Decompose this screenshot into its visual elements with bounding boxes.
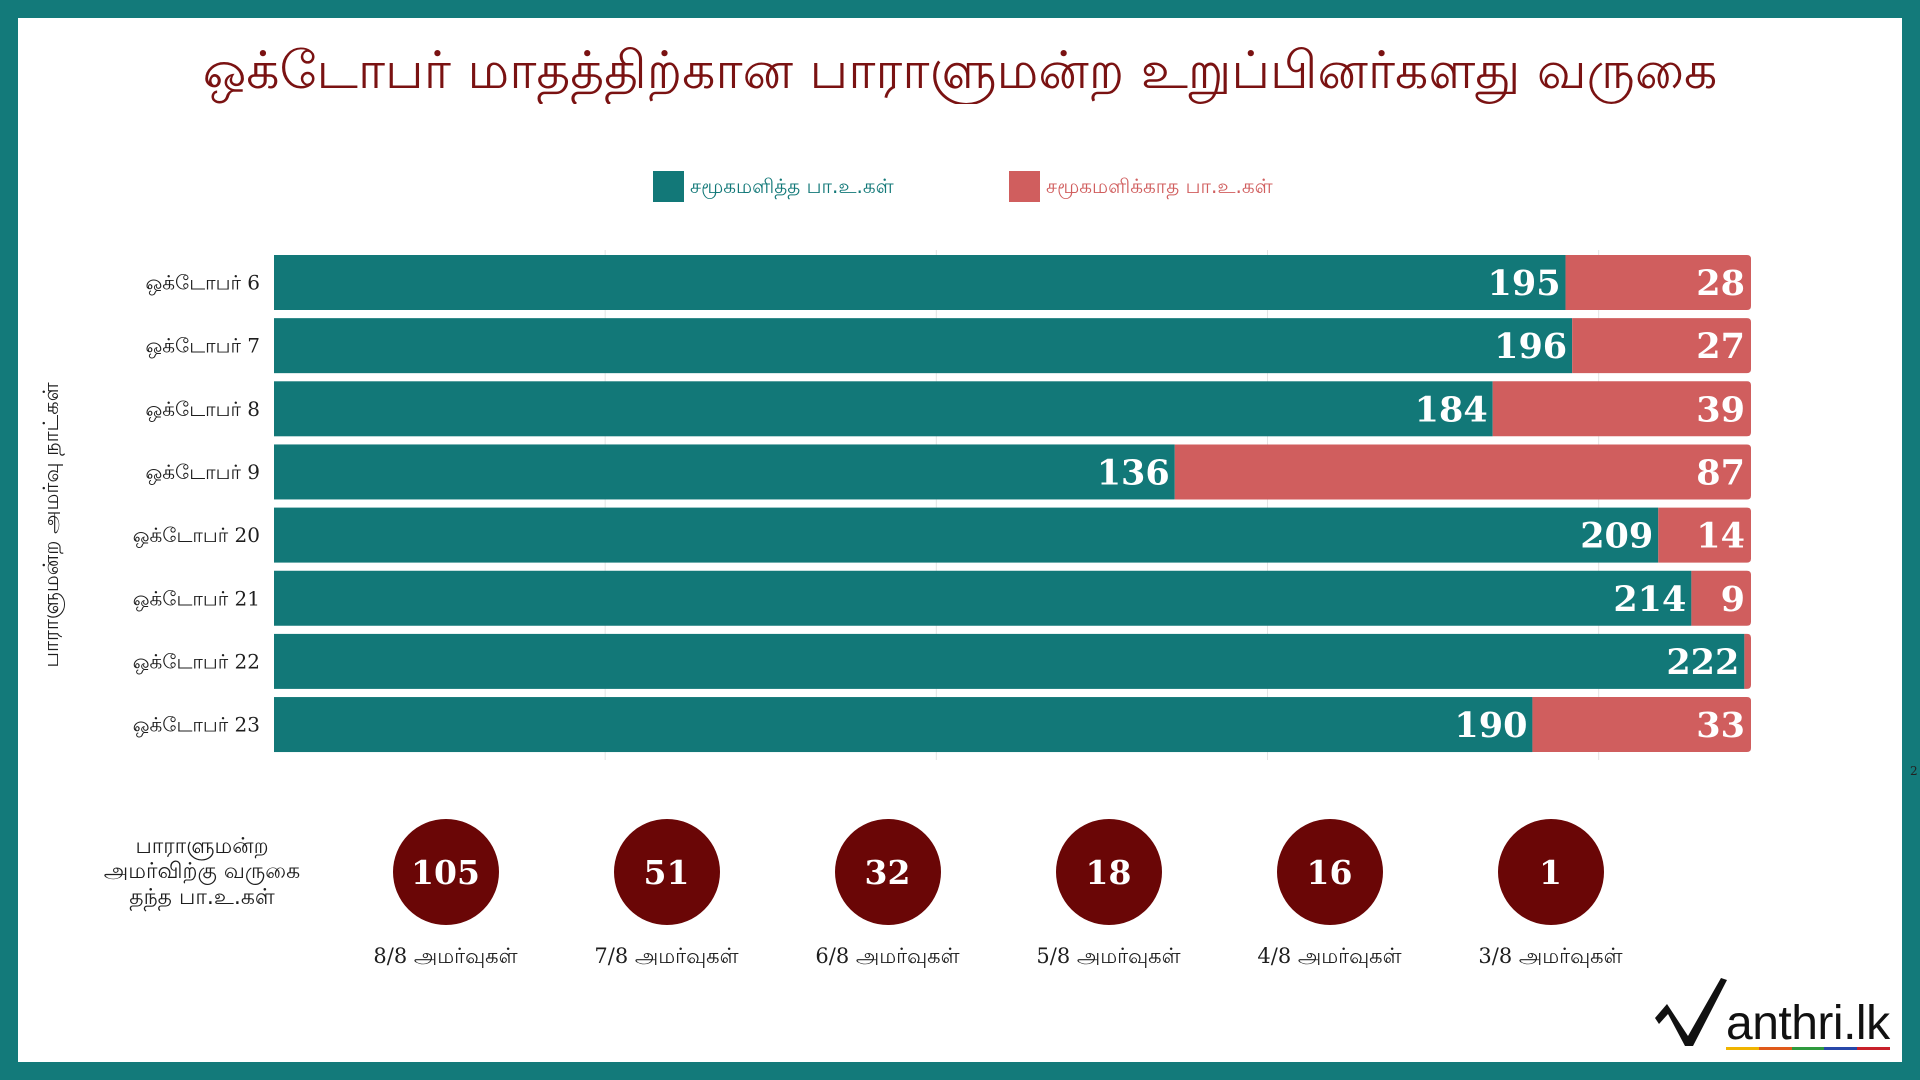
attendance-count: 18	[1085, 852, 1132, 892]
bar-absent	[1532, 697, 1751, 753]
value-label-absent: 14	[1696, 516, 1745, 557]
category-label: ஒக்டோபர் 21	[133, 586, 260, 611]
value-label-absent: 9	[1721, 579, 1745, 620]
bar-attended	[274, 633, 1745, 689]
attendance-count-circle: 18	[1055, 819, 1162, 925]
bar-attended	[274, 255, 1566, 310]
legend-item-attended: சமூகமளித்த பா.உ.கள்	[653, 171, 894, 202]
summary-item: 105 8/8 அமர்வுகள்	[335, 819, 556, 968]
sessions-label: 7/8 அமர்வுகள்	[594, 944, 739, 968]
legend-swatch-attended	[653, 171, 684, 202]
value-label-absent: 87	[1696, 452, 1745, 493]
bar-attended	[274, 570, 1692, 626]
attendance-count: 16	[1306, 852, 1353, 892]
page-title: ஒக்டோபர் மாதத்திற்கான பாராளுமன்ற உறுப்பி…	[202, 41, 1718, 101]
bar-absent	[1174, 444, 1751, 500]
value-label-attended: 136	[1097, 452, 1170, 493]
category-label: ஒக்டோபர் 22	[133, 649, 260, 674]
bar-attended	[274, 381, 1493, 437]
logo-underline	[1726, 1047, 1890, 1050]
summary-item: 32 6/8 அமர்வுகள்	[777, 819, 998, 968]
attendance-count: 1	[1539, 852, 1562, 892]
bar-attended	[274, 318, 1573, 374]
attendance-count-circle: 16	[1276, 819, 1383, 925]
value-label-attended: 196	[1494, 326, 1567, 367]
sessions-label: 3/8 அமர்வுகள்	[1478, 944, 1623, 968]
bar-absent	[1565, 255, 1751, 310]
bar-attended	[274, 507, 1659, 563]
sessions-label: 6/8 அமர்வுகள்	[815, 944, 960, 968]
checkmark-logo-icon	[1655, 978, 1727, 1046]
value-label-attended: 222	[1666, 642, 1739, 683]
value-label-attended: 195	[1487, 263, 1560, 304]
summary-label-line: தந்த பா.உ.கள்	[129, 884, 275, 910]
category-label: ஒக்டோபர் 20	[133, 523, 260, 548]
summary-item: 16 4/8 அமர்வுகள்	[1219, 819, 1440, 968]
value-label-attended: 190	[1454, 705, 1527, 746]
attendance-count: 32	[864, 852, 911, 892]
value-label-absent: 28	[1696, 263, 1745, 304]
summary-label-line: அமர்விற்கு வருகை	[103, 859, 301, 885]
edge-tick-fragment: 2	[1910, 764, 1918, 778]
category-label: ஒக்டோபர் 7	[145, 334, 260, 359]
attendance-count-circle: 32	[834, 819, 941, 925]
sessions-label: 5/8 அமர்வுகள்	[1036, 944, 1181, 968]
category-label: ஒக்டோபர் 6	[145, 271, 260, 296]
legend-label-attended: சமூகமளித்த பா.உ.கள்	[690, 174, 894, 198]
bar-absent	[1572, 318, 1751, 374]
value-label-attended: 184	[1415, 389, 1488, 430]
attendance-summary-row: 105 8/8 அமர்வுகள் 51 7/8 அமர்வுகள் 32 6/…	[335, 819, 1661, 968]
legend-item-absent: சமூகமளிக்காத பா.உ.கள்	[1009, 171, 1273, 202]
category-label: ஒக்டோபர் 23	[133, 713, 260, 738]
logo-text: anthri.lk	[1726, 997, 1890, 1050]
attendance-count-circle: 51	[613, 819, 720, 925]
bar-absent	[1691, 570, 1751, 626]
sessions-label: 4/8 அமர்வுகள்	[1257, 944, 1402, 968]
sessions-label: 8/8 அமர்வுகள்	[373, 944, 518, 968]
attendance-count-circle: 105	[392, 819, 499, 925]
value-label-attended: 214	[1613, 579, 1686, 620]
legend-label-absent: சமூகமளிக்காத பா.உ.கள்	[1046, 174, 1273, 198]
value-label-absent: 33	[1696, 705, 1745, 746]
attendance-summary-label: பாராளுமன்ற அமர்விற்கு வருகை தந்த பா.உ.கள…	[62, 834, 342, 910]
summary-label-line: பாராளுமன்ற	[135, 834, 269, 859]
value-label-absent: 39	[1696, 389, 1745, 430]
y-axis-title: பாராளுமன்ற அமர்வு நாட்கள்	[39, 382, 65, 667]
value-label-attended: 209	[1580, 516, 1653, 557]
legend-swatch-absent	[1009, 171, 1040, 202]
category-label: ஒக்டோபர் 9	[145, 460, 260, 485]
summary-item: 51 7/8 அமர்வுகள்	[556, 819, 777, 968]
bar-absent	[1492, 381, 1751, 437]
bar-attended	[274, 697, 1533, 753]
attendance-count: 51	[643, 852, 690, 892]
bar-absent	[1744, 633, 1751, 689]
category-label: ஒக்டோபர் 8	[145, 397, 260, 422]
value-label-absent: 27	[1696, 326, 1745, 367]
summary-item: 18 5/8 அமர்வுகள்	[998, 819, 1219, 968]
summary-item: 1 3/8 அமர்வுகள்	[1440, 819, 1661, 968]
bar-absent	[1658, 507, 1751, 563]
attendance-count-circle: 1	[1497, 819, 1604, 925]
attendance-count: 105	[411, 852, 480, 892]
bar-attended	[274, 444, 1175, 500]
